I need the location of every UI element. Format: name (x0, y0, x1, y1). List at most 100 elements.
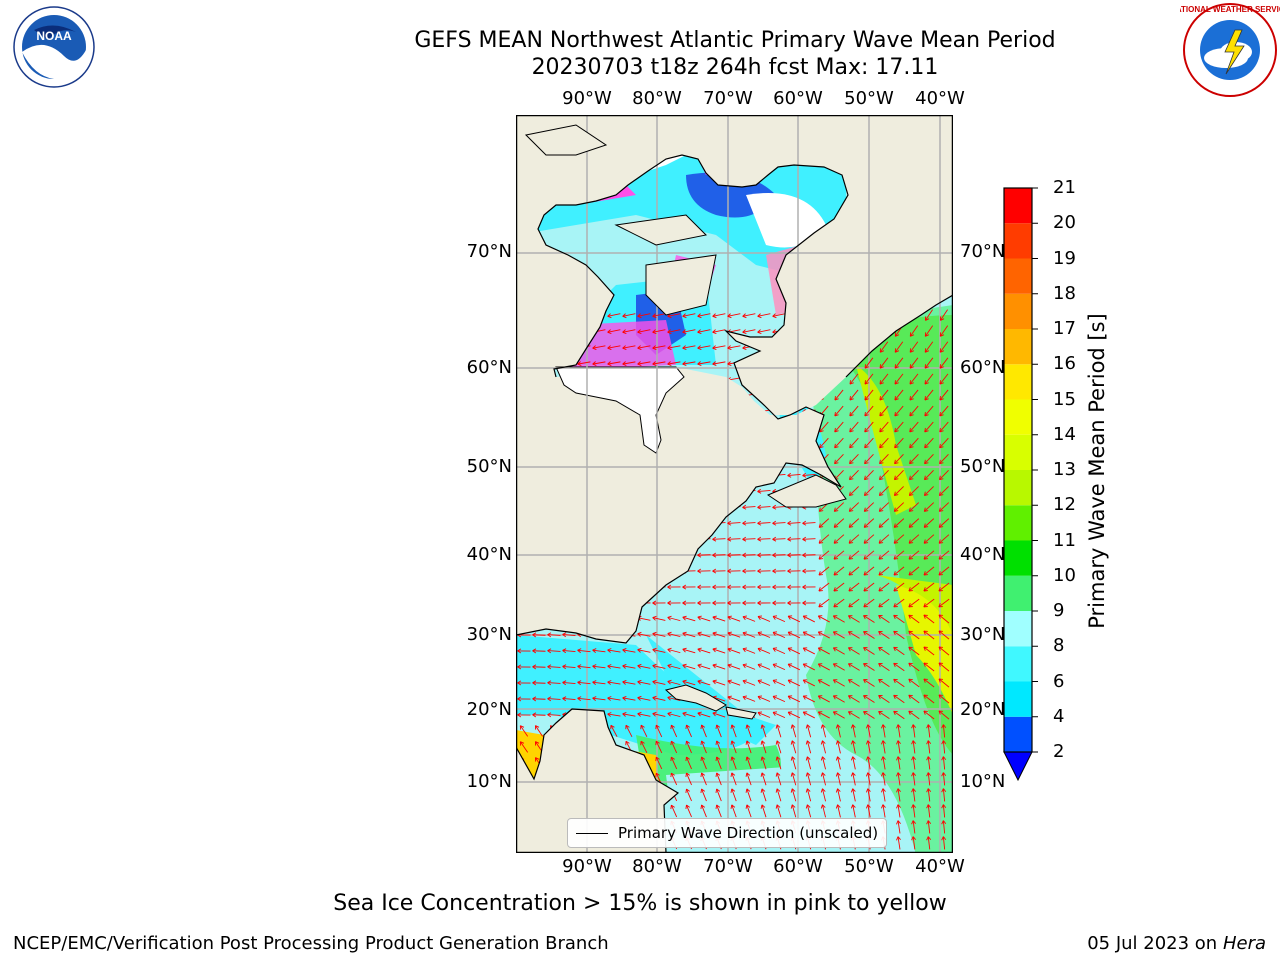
wave-arrow (577, 649, 591, 653)
wave-arrow (761, 788, 767, 802)
wave-arrow-head (893, 614, 898, 620)
wave-arrow-head (848, 679, 853, 684)
wave-arrow (863, 518, 875, 528)
wave-arrow (577, 665, 591, 669)
wave-arrow-head (562, 696, 567, 702)
wave-arrow-head (819, 443, 824, 449)
wave-arrow-head (727, 695, 732, 701)
wave-arrow-head (878, 630, 883, 636)
wave-arrow (879, 389, 889, 401)
wave-arrow-head (818, 523, 824, 528)
wave-arrow-head (817, 679, 823, 684)
wave-arrow (882, 804, 886, 818)
wave-arrow (607, 361, 621, 365)
wave-arrow-head (697, 313, 702, 319)
wave-arrow (942, 724, 946, 738)
wave-arrow (938, 598, 950, 608)
wave-arrow (942, 820, 946, 834)
wave-arrow (894, 341, 904, 353)
wave-arrow-head (881, 804, 886, 809)
wave-arrow-head (685, 724, 690, 730)
wave-arrow (893, 550, 905, 560)
wave-arrow-head (926, 836, 932, 841)
wave-arrow-head (833, 523, 839, 528)
wave-arrow-head (517, 680, 522, 686)
wave-arrow (742, 696, 756, 702)
wave-arrow-head (850, 740, 856, 745)
wave-arrow-head (727, 552, 732, 558)
wave-arrow (655, 740, 663, 754)
wave-arrow (912, 724, 916, 738)
wave-arrow (864, 421, 874, 433)
wave-arrow (848, 502, 860, 512)
wave-arrow (701, 756, 707, 770)
wave-arrow-head (832, 615, 838, 620)
wave-arrow (716, 772, 722, 786)
wave-arrow (682, 632, 696, 638)
wave-arrow-head (772, 313, 777, 319)
wave-arrow (652, 681, 666, 685)
wave-arrow-head (832, 631, 838, 636)
wave-arrow-head (923, 614, 928, 619)
wave-arrow (848, 550, 860, 560)
wave-arrow-head (775, 804, 781, 809)
lat-tick-left: 60°N (466, 357, 512, 378)
lat-tick-left: 40°N (466, 544, 512, 565)
wave-arrow (927, 724, 931, 738)
wave-arrow (772, 695, 786, 703)
wave-arrow (878, 502, 890, 512)
wave-arrow-head (697, 552, 702, 558)
wave-arrow-head (715, 788, 721, 793)
wave-arrow-head (655, 756, 660, 762)
wave-arrow-head (757, 568, 762, 574)
wave-arrow-head (908, 710, 913, 716)
wave-arrow (912, 788, 916, 802)
wave-arrow-head (879, 396, 884, 401)
wave-arrow (893, 534, 905, 544)
wave-arrow (640, 740, 648, 754)
wave-arrow (742, 313, 756, 317)
wave-arrow (727, 632, 741, 638)
wave-arrow-head (682, 329, 687, 335)
lon-tick-top: 80°W (632, 88, 682, 109)
wave-arrow-head (938, 710, 943, 715)
wave-arrow (927, 740, 931, 754)
wave-arrow (923, 646, 935, 656)
wave-arrow-head (939, 427, 944, 433)
wave-arrow-head (894, 332, 900, 337)
wave-arrow (746, 804, 752, 818)
wave-arrow (757, 680, 771, 686)
wave-arrow-head (849, 380, 854, 385)
wave-arrow (802, 538, 816, 540)
wave-arrow-head (727, 647, 732, 653)
wave-arrow-head (697, 600, 702, 606)
wave-arrow (923, 518, 935, 528)
wave-arrow-head (938, 646, 943, 651)
wave-arrow-head (865, 772, 871, 777)
wave-arrow (822, 788, 826, 802)
wave-arrow-head (893, 662, 898, 668)
wave-arrow (894, 486, 904, 496)
wave-arrow-head (926, 788, 932, 793)
wave-arrow (942, 836, 946, 850)
wave-arrow-head (894, 427, 899, 433)
lon-tick-top: 40°W (915, 88, 965, 109)
map-legend: Primary Wave Direction (unscaled) (567, 818, 888, 848)
wave-arrow (923, 598, 935, 608)
wave-arrow (924, 486, 934, 496)
wave-arrow-head (879, 459, 884, 465)
wave-arrow-head (863, 491, 869, 496)
wave-arrow (882, 740, 886, 754)
wave-arrow (727, 696, 741, 702)
wave-arrow-head (911, 772, 916, 777)
wave-arrow-head (727, 679, 732, 685)
wave-arrow-head (715, 772, 721, 777)
wave-arrow-head (894, 348, 900, 353)
wave-arrow-head (893, 491, 899, 496)
wave-arrow-head (909, 443, 914, 449)
wave-arrow (686, 788, 692, 802)
wave-arrow (592, 681, 606, 685)
wave-arrow (727, 313, 741, 317)
wave-arrow (742, 538, 756, 540)
wave-arrow-head (577, 361, 582, 366)
